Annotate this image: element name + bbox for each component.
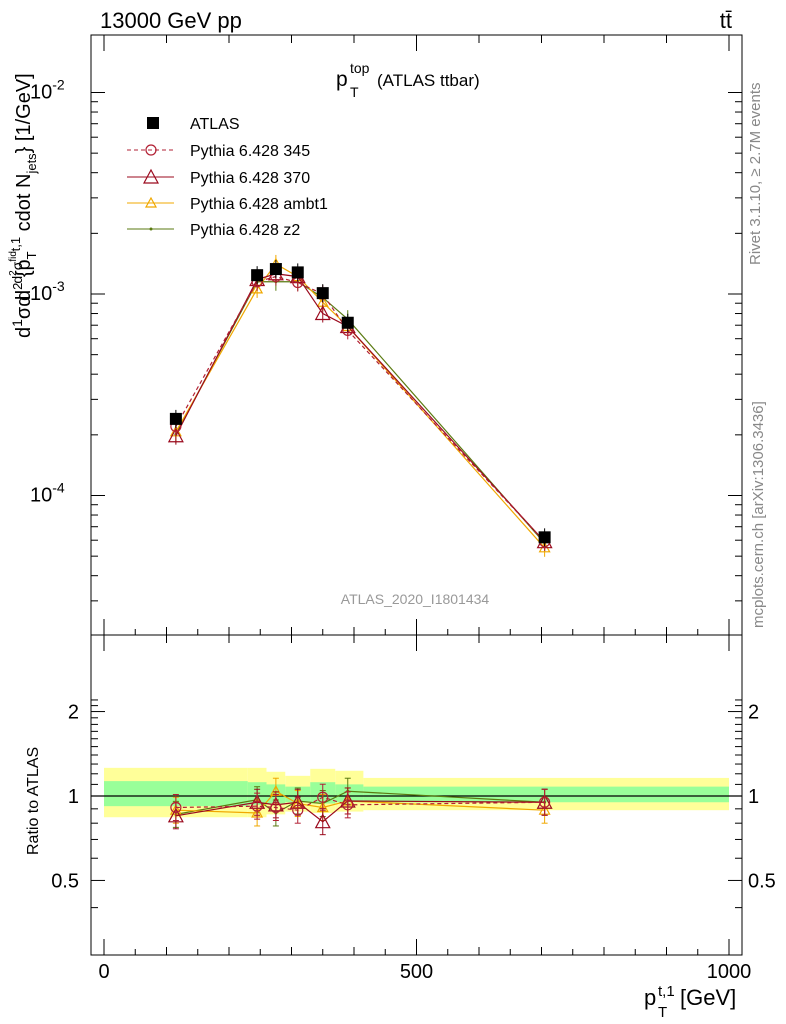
main-line-p370 <box>175 273 546 543</box>
xtick-label: 1000 <box>707 961 752 983</box>
plot-title: p top T (ATLAS ttbar) <box>336 60 480 100</box>
legend-marker-z2 <box>149 227 153 231</box>
ratio-point-p345 <box>251 800 263 812</box>
ratio-ytick-label-right: 1 <box>748 786 759 808</box>
main-line-z2 <box>175 281 546 544</box>
uncertainty-band-inner <box>363 786 729 803</box>
point-atlas <box>269 263 282 276</box>
legend-marker-atlas <box>147 117 159 129</box>
ytick-label: 10-4 <box>30 480 65 507</box>
legend-marker-p345 <box>145 144 157 156</box>
svg-text:[GeV]: [GeV] <box>680 985 736 1010</box>
point-ambt1 <box>251 282 264 294</box>
main-line-p345 <box>175 275 546 543</box>
svg-text:p: p <box>644 985 656 1010</box>
ratio-ytick-label-right: 2 <box>748 702 759 724</box>
ratio-ytick-label: 1 <box>68 786 79 808</box>
svg-text:t,1: t,1 <box>658 983 675 1000</box>
point-atlas <box>538 531 551 544</box>
legend-marker-ambt1 <box>144 196 158 208</box>
legend-label-ambt1: Pythia 6.428 ambt1 <box>190 196 328 213</box>
ratio-point-p345 <box>342 799 354 811</box>
ratio-point-p345 <box>317 791 329 803</box>
title-sub: T <box>350 84 359 100</box>
xtick-label: 0 <box>98 961 109 983</box>
legend-label-atlas: ATLAS <box>190 116 240 133</box>
point-atlas <box>316 287 329 300</box>
ratio-point-p370 <box>314 813 331 829</box>
ratio-ytick-label: 0.5 <box>51 870 79 892</box>
legend-label-p345: Pythia 6.428 345 <box>190 143 310 160</box>
uncertainty-band-inner <box>335 784 364 803</box>
legend-marker-p370 <box>142 168 160 184</box>
main-frame <box>90 34 743 636</box>
ratio-point-p370 <box>167 807 184 823</box>
ratio-ylabel: Ratio to ATLAS <box>25 747 42 855</box>
title-main: p <box>336 68 348 91</box>
point-p370 <box>167 427 184 443</box>
process-label: tt̄ <box>720 8 732 33</box>
energy-label: 13000 GeV pp <box>100 8 242 33</box>
main-line-ambt1 <box>175 263 546 549</box>
ytick-label: 10-3 <box>30 278 65 305</box>
xtick-label: 500 <box>400 961 433 983</box>
ratio-ytick-label: 2 <box>68 702 79 724</box>
title-rest: (ATLAS ttbar) <box>377 71 480 90</box>
legend-label-z2: Pythia 6.428 z2 <box>190 222 300 239</box>
analysis-watermark: ATLAS_2020_I1801434 <box>341 591 490 607</box>
ytick-label: 10-2 <box>30 77 65 104</box>
ratio-point-p345 <box>270 801 282 814</box>
legend: ATLAS Pythia 6.428 345 Pythia 6.428 370 … <box>127 116 328 239</box>
title-sup: top <box>350 60 370 76</box>
mcplots-label: mcplots.cern.ch [arXiv:1306.3436] <box>750 401 767 628</box>
point-atlas <box>251 269 264 282</box>
rivet-label: Rivet 3.1.10, ≥ 2.7M events <box>747 83 764 266</box>
point-atlas <box>291 266 304 279</box>
ratio-point-p345 <box>539 796 551 808</box>
ratio-point-p345 <box>292 804 304 816</box>
ratio-point-p345 <box>170 801 182 814</box>
xaxis-label: p t,1 T [GeV] <box>644 983 736 1021</box>
legend-label-p370: Pythia 6.428 370 <box>190 170 310 187</box>
svg-text:T: T <box>658 1004 667 1021</box>
point-atlas <box>341 316 354 329</box>
point-atlas <box>169 412 182 425</box>
main-ylabel: d1σdd2σfidd2 {pTt,1 cdot Njets} [1/GeV] <box>8 73 39 338</box>
ratio-ytick-label-right: 0.5 <box>748 870 776 892</box>
point-p370 <box>314 305 331 321</box>
